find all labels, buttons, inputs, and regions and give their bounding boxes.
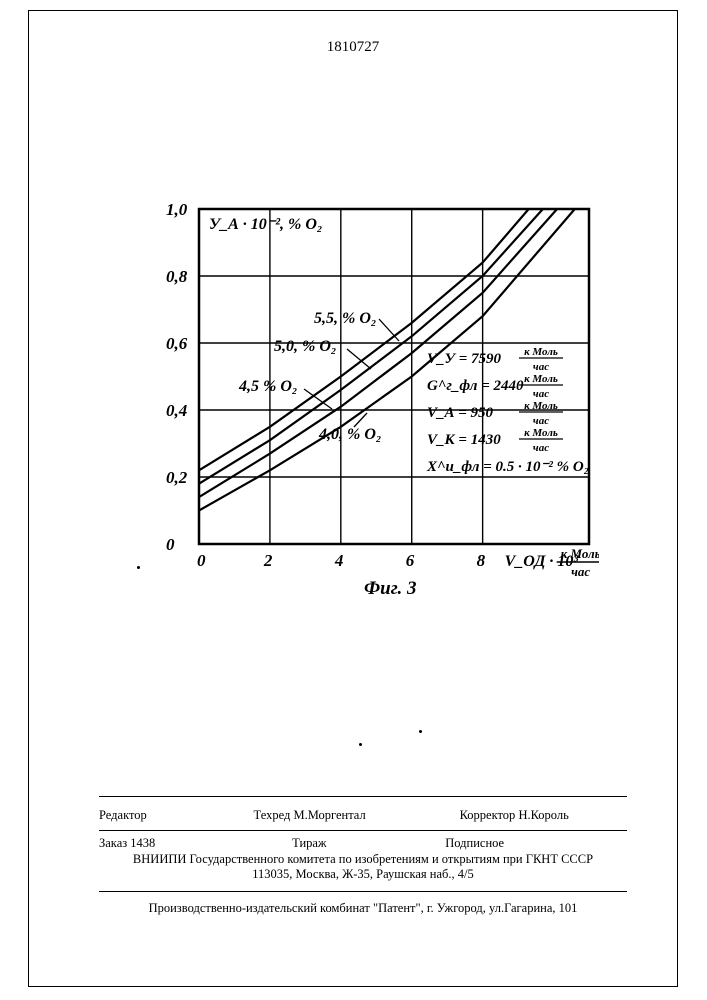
addr-line-1: 113035, Москва, Ж-35, Раушская наб., 4/5: [99, 867, 627, 882]
stray-dot: [359, 743, 362, 746]
svg-text:G^г_фл = 2440: G^г_фл = 2440: [427, 378, 524, 394]
svg-text:4: 4: [334, 551, 344, 570]
svg-text:V_У = 7590: V_У = 7590: [427, 351, 501, 367]
svg-text:час: час: [533, 388, 549, 400]
tech-credit: Техред М.Моргентал: [254, 808, 460, 823]
editor-label: Редактор: [99, 808, 254, 823]
svg-text:V_К = 1430: V_К = 1430: [427, 432, 501, 448]
figure-3: 0 2 4 6 8 0 0,2 0,4 0,6 0,8 1,0 5,5, % O₂ 5,0, % O₂ 4…: [164, 191, 599, 621]
footer: Редактор Техред М.Моргентал Корректор Н.…: [99, 793, 627, 916]
svg-text:к Моль: к Моль: [524, 373, 558, 385]
svg-text:к Моль: к Моль: [561, 546, 599, 561]
svg-text:4,5 % O₂: 4,5 % O₂: [238, 378, 297, 395]
svg-text:час: час: [533, 361, 549, 373]
svg-text:1,0: 1,0: [166, 200, 188, 219]
svg-text:0,4: 0,4: [166, 401, 187, 420]
svg-text:0,8: 0,8: [166, 267, 188, 286]
publisher-line: Производственно-издательский комбинат "П…: [99, 895, 627, 916]
svg-text:к Моль: к Моль: [524, 427, 558, 439]
podpis-label: Подписное: [445, 836, 504, 850]
svg-text:2: 2: [263, 551, 273, 570]
svg-text:X^и_фл = 0.5 · 10⁻² % O₂: X^и_фл = 0.5 · 10⁻² % O₂: [426, 459, 589, 475]
svg-text:к Моль: к Моль: [524, 400, 558, 412]
stray-dot: [419, 730, 422, 733]
divider: [99, 830, 627, 831]
page-frame: 1810727 0 2 4 6 8 0 0,2 0,4 0,6 0,8 1,0 5,5, % O₂ 5,…: [28, 10, 678, 987]
svg-text:0: 0: [166, 535, 175, 554]
svg-text:5,0, % O₂: 5,0, % O₂: [274, 338, 336, 355]
svg-text:час: час: [571, 564, 590, 579]
tirazh-label: Тираж: [292, 836, 442, 851]
org-block: ВНИИПИ Государственного комитета по изоб…: [99, 852, 627, 888]
svg-text:4,0, % O₂: 4,0, % O₂: [318, 426, 381, 443]
svg-text:8: 8: [477, 551, 486, 570]
svg-text:0,2: 0,2: [166, 468, 188, 487]
divider: [99, 891, 627, 892]
svg-text:5,5, % O₂: 5,5, % O₂: [314, 310, 376, 327]
svg-text:V_А = 950: V_А = 950: [427, 405, 494, 421]
svg-text:к Моль: к Моль: [524, 346, 558, 358]
patent-number: 1810727: [327, 39, 380, 56]
chart-svg: 0 2 4 6 8 0 0,2 0,4 0,6 0,8 1,0 5,5, % O₂ 5,0, % O₂ 4…: [164, 191, 599, 621]
svg-text:У_А · 10⁻², % O₂: У_А · 10⁻², % O₂: [209, 216, 323, 233]
corrector-credit: Корректор Н.Король: [460, 808, 627, 823]
svg-text:Фиг. 3: Фиг. 3: [364, 578, 416, 599]
svg-text:0: 0: [197, 551, 206, 570]
order-num: Заказ 1438: [99, 836, 289, 851]
order-row: Заказ 1438 Тираж Подписное: [99, 834, 627, 852]
credits-row: Редактор Техред М.Моргентал Корректор Н.…: [99, 800, 627, 827]
svg-text:0,6: 0,6: [166, 334, 188, 353]
stray-dot: [137, 566, 140, 569]
divider: [99, 796, 627, 797]
org-line-1: ВНИИПИ Государственного комитета по изоб…: [99, 852, 627, 867]
svg-text:6: 6: [406, 551, 415, 570]
svg-text:час: час: [533, 415, 549, 427]
svg-text:час: час: [533, 442, 549, 454]
